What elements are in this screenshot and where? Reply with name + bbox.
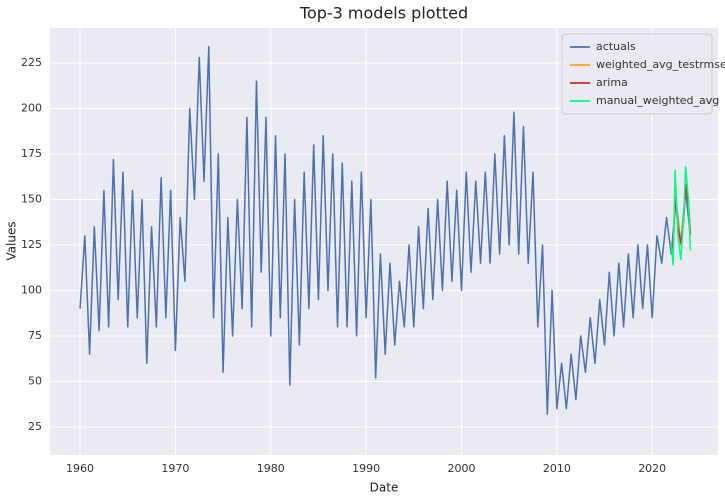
y-tick-label: 175: [21, 147, 42, 160]
y-tick-label: 150: [21, 192, 42, 205]
x-tick-label: 2010: [543, 462, 571, 475]
y-axis-label: Values: [5, 221, 19, 260]
legend-label: manual_weighted_avg: [596, 94, 719, 107]
chart-title: Top-3 models plotted: [299, 4, 468, 23]
y-tick-label: 25: [28, 420, 42, 433]
y-tick-label: 75: [28, 329, 42, 342]
y-tick-label: 50: [28, 374, 42, 387]
x-tick-label: 1960: [66, 462, 94, 475]
y-tick-label: 100: [21, 283, 42, 296]
y-tick-label: 200: [21, 101, 42, 114]
legend-box: [561, 33, 713, 115]
x-tick-label: 2020: [638, 462, 666, 475]
series-line: [79, 45, 692, 415]
legend-label: arima: [596, 76, 628, 89]
x-tick-label: 1970: [161, 462, 189, 475]
series-line: [670, 165, 692, 266]
y-tick-label: 225: [21, 56, 42, 69]
legend-label: actuals: [596, 40, 636, 53]
y-tick-label: 125: [21, 238, 42, 251]
x-tick-label: 1990: [352, 462, 380, 475]
x-axis-label: Date: [370, 481, 399, 495]
x-tick-label: 2000: [447, 462, 475, 475]
legend-label: weighted_avg_testrmse: [596, 58, 725, 71]
x-tick-label: 1980: [257, 462, 285, 475]
